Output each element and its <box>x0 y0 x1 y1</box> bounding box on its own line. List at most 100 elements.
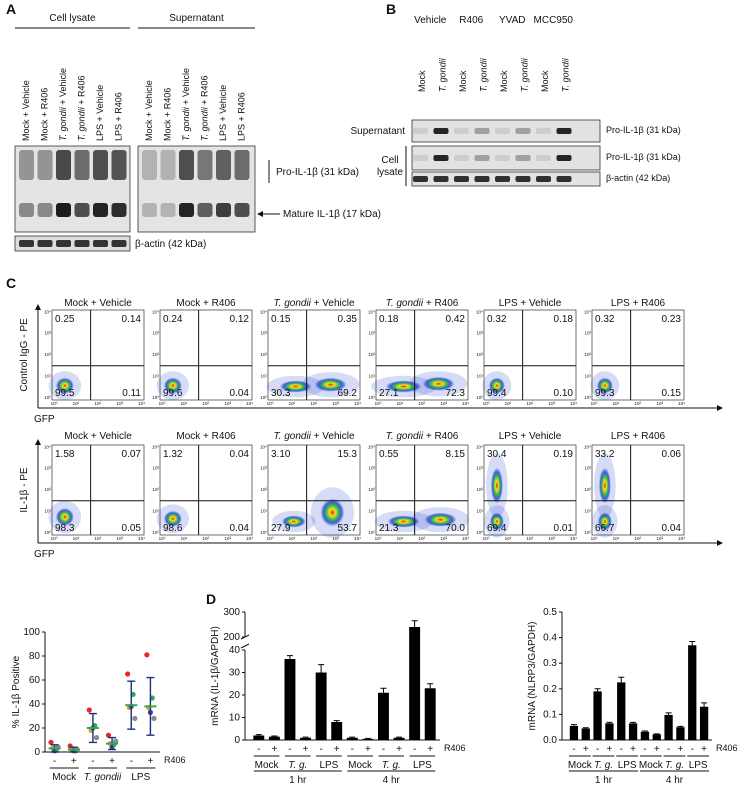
x-tick-label: - <box>53 756 56 767</box>
point <box>105 732 112 738</box>
quadrant-value: 30.4 <box>487 449 507 460</box>
quadrant-value: 0.23 <box>662 314 682 325</box>
density <box>320 498 345 527</box>
density <box>490 467 503 504</box>
density <box>55 508 74 526</box>
point <box>151 715 157 722</box>
bar <box>300 737 311 740</box>
band <box>536 176 551 182</box>
axis-tick: 10⁰ <box>260 530 267 535</box>
plot-title: LPS + Vehicle <box>499 431 562 442</box>
point <box>86 707 92 713</box>
quadrant-value: 0.07 <box>122 449 142 460</box>
error-bar <box>318 664 325 673</box>
time-label: 1 hr <box>595 775 613 786</box>
axis-tick: 10⁰ <box>51 536 58 541</box>
error-bar <box>570 724 577 726</box>
error-bar <box>618 676 625 683</box>
band <box>93 240 108 247</box>
quadrant-value: 0.04 <box>230 449 250 460</box>
band <box>37 240 53 247</box>
quadrant-value: 15.3 <box>338 449 358 460</box>
x-tick-label: - <box>319 744 322 755</box>
axis-tick: 10² <box>311 401 318 406</box>
band <box>197 150 213 180</box>
plot-title: Mock + R406 <box>176 431 236 442</box>
plot-frame <box>51 309 145 401</box>
axis-tick: 10³ <box>476 466 483 471</box>
axis-tick: 10¹ <box>152 509 159 514</box>
quadrant-value: 0.12 <box>230 314 250 325</box>
density <box>314 377 347 392</box>
x-tick-label: - <box>413 744 416 755</box>
group-label: Mock <box>568 760 593 771</box>
error-bar <box>582 727 589 729</box>
group-label: YVAD <box>499 15 526 26</box>
y-tick-label: 20 <box>229 690 241 701</box>
x-tick-label: - <box>382 744 385 755</box>
bar <box>346 737 358 740</box>
quadrant-value: 0.06 <box>662 449 682 460</box>
bar <box>640 731 650 740</box>
x-tick-label: - <box>91 756 94 767</box>
band-label: Mature IL-1β (17 kDa) <box>283 209 381 220</box>
density <box>597 512 612 531</box>
axis-tick: 10³ <box>152 466 159 471</box>
axis-tick: 10¹ <box>476 509 483 514</box>
quadrant-value: 72.3 <box>446 388 466 399</box>
density <box>422 376 455 391</box>
x-tick-label: + <box>334 744 340 755</box>
error-bar <box>255 734 262 736</box>
bar <box>315 672 327 740</box>
axis-tick: 10² <box>419 536 426 541</box>
panel-label: D <box>206 591 216 607</box>
axis-tick: 10³ <box>584 331 591 336</box>
bar <box>605 723 614 740</box>
axis-tick: 10⁰ <box>44 530 51 535</box>
axis-tick: 10² <box>584 352 591 357</box>
axis-tick: 10⁰ <box>44 395 51 400</box>
density <box>385 380 422 393</box>
density <box>163 510 182 527</box>
band <box>179 203 194 217</box>
quadrant-value: 0.14 <box>122 314 142 325</box>
axis-tick: 10¹ <box>44 509 51 514</box>
axis-tick: 10¹ <box>260 374 267 379</box>
lane-label: LPS + R406 <box>114 92 124 141</box>
density <box>596 377 613 394</box>
quadrant-value: 0.11 <box>122 388 141 399</box>
row-label: lysate <box>377 167 404 178</box>
y-axis-label: mRNA (IL-1β/GAPDH) <box>210 626 221 726</box>
axis-tick: 10¹ <box>73 401 80 406</box>
lane-label: LPS + R406 <box>237 92 247 141</box>
quadrant-value: 99.6 <box>163 388 183 399</box>
plot-title: Mock + R406 <box>176 298 236 309</box>
blot <box>411 119 601 143</box>
error-bar <box>689 640 696 646</box>
x-tick-label: + <box>365 744 371 755</box>
error-bar <box>677 725 684 728</box>
x-tick-label: + <box>303 744 309 755</box>
x-tick-label: - <box>620 744 623 755</box>
band-label: Pro-IL-1β (31 kDa) <box>276 167 359 178</box>
axis-tick: 10³ <box>476 331 483 336</box>
x-tick-label: + <box>71 756 77 767</box>
blot <box>14 235 131 252</box>
quadrant-value: 0.18 <box>554 314 574 325</box>
axis-tick: 10³ <box>224 401 231 406</box>
axis-tick: 10² <box>527 536 534 541</box>
axis-tick: 10¹ <box>584 509 591 514</box>
axis-tick: 10¹ <box>289 401 296 406</box>
point <box>132 715 138 722</box>
band <box>179 150 194 180</box>
x-tick-label: + <box>427 744 433 755</box>
axis-tick: 10⁰ <box>152 530 159 535</box>
axis-tick: 10⁰ <box>476 395 483 400</box>
quadrant-value: 0.05 <box>122 523 142 534</box>
axis-tick: 10⁴ <box>584 309 591 314</box>
plot-title: Mock + Vehicle <box>64 431 132 442</box>
quadrant-value: 0.15 <box>662 388 682 399</box>
lane-label: Mock + R406 <box>163 88 173 141</box>
axis-tick: 10³ <box>44 466 51 471</box>
error-bar <box>701 702 708 707</box>
